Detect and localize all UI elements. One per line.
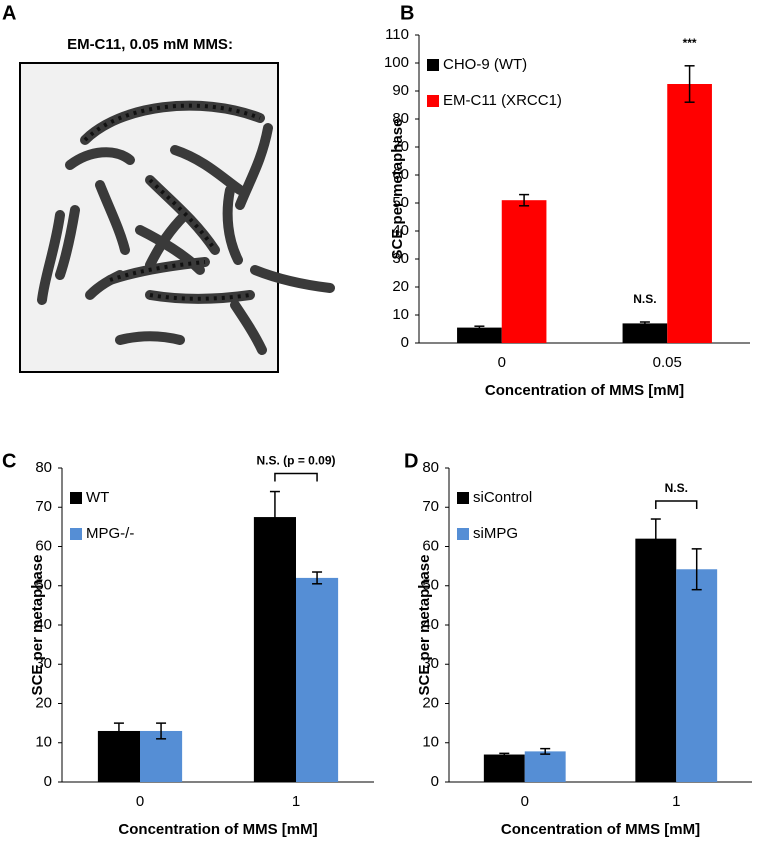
x-axis-title: Concentration of MMS [mM] (485, 382, 684, 399)
y-tick-label: 80 (35, 459, 52, 476)
y-tick-label: 70 (35, 498, 52, 515)
y-tick-label: 50 (35, 577, 52, 594)
y-tick-label: 80 (392, 110, 409, 127)
y-tick-label: 40 (35, 616, 52, 633)
y-tick-label: 10 (35, 734, 52, 751)
legend-label: EM-C11 (XRCC1) (443, 92, 562, 109)
y-tick-label: 50 (422, 577, 439, 594)
y-tick-label: 100 (384, 54, 409, 71)
bar (457, 327, 502, 343)
y-tick-label: 60 (422, 537, 439, 554)
bar (501, 200, 547, 343)
bar (483, 754, 525, 782)
y-tick-label: 50 (392, 194, 409, 211)
y-tick-label: 40 (422, 616, 439, 633)
y-tick-label: 40 (392, 222, 409, 239)
y-tick-label: 90 (392, 82, 409, 99)
annotation: N.S. (633, 292, 656, 306)
x-tick-label: 1 (292, 793, 300, 810)
y-tick-label: 20 (422, 694, 439, 711)
legend-swatch (427, 59, 439, 71)
annotation: N.S. (665, 481, 688, 495)
error-bar (113, 722, 124, 740)
error-bar (499, 752, 510, 757)
y-tick-label: 60 (35, 537, 52, 554)
y-tick-label: 20 (392, 278, 409, 295)
x-axis-title: Concentration of MMS [mM] (118, 821, 317, 838)
y-axis-title: SCE per metaphase (416, 555, 433, 696)
y-tick-label: 30 (392, 250, 409, 267)
legend-label: MPG-/- (86, 525, 134, 542)
y-tick-label: 0 (431, 773, 439, 790)
annotation: *** (683, 36, 697, 50)
bar (676, 569, 718, 782)
error-bar (312, 571, 323, 585)
bar (667, 84, 712, 343)
error-bar (691, 548, 702, 591)
error-bar (519, 193, 530, 207)
bar (524, 751, 566, 782)
x-tick-label: 0 (521, 793, 529, 810)
y-tick-label: 0 (44, 773, 52, 790)
legend-swatch (70, 528, 82, 540)
x-tick-label: 0 (498, 354, 506, 371)
annotation: N.S. (p = 0.09) (256, 454, 335, 468)
panel-letter: D (404, 450, 418, 472)
y-axis-title: SCE per metaphase (389, 119, 406, 260)
micrograph (19, 62, 335, 373)
bar (296, 577, 339, 782)
y-tick-label: 70 (392, 138, 409, 155)
legend-label: siControl (473, 489, 532, 506)
bar (622, 323, 668, 343)
y-tick-label: 80 (422, 459, 439, 476)
legend-swatch (457, 528, 469, 540)
bar (253, 517, 296, 782)
bracket (274, 472, 318, 482)
bar (635, 538, 677, 782)
error-bar (639, 321, 650, 326)
panel-letter: A (2, 2, 16, 24)
error-bar (156, 722, 167, 740)
x-tick-label: 0 (136, 793, 144, 810)
y-tick-label: 30 (35, 655, 52, 672)
error-bar (650, 518, 661, 560)
legend-label: siMPG (473, 525, 518, 542)
error-bar (269, 490, 280, 544)
panel-letter: C (2, 450, 16, 472)
y-tick-label: 70 (422, 498, 439, 515)
x-tick-label: 0.05 (653, 354, 682, 371)
legend-swatch (70, 492, 82, 504)
y-tick-label: 110 (385, 26, 409, 43)
y-tick-label: 0 (401, 334, 409, 351)
y-tick-label: 60 (392, 166, 409, 183)
legend-swatch (457, 492, 469, 504)
error-bar (684, 65, 695, 103)
legend-label: WT (86, 489, 109, 506)
x-tick-label: 1 (672, 793, 680, 810)
bracket (655, 500, 698, 510)
y-tick-label: 30 (422, 655, 439, 672)
error-bar (540, 747, 551, 755)
legend-label: CHO-9 (WT) (443, 56, 527, 73)
y-axis-title: SCE per metaphase (29, 555, 46, 696)
panel-title: EM-C11, 0.05 mM MMS: (67, 36, 233, 53)
x-axis-title: Concentration of MMS [mM] (501, 821, 700, 838)
y-tick-label: 20 (35, 694, 52, 711)
y-tick-label: 10 (422, 734, 439, 751)
legend-swatch (427, 95, 439, 107)
error-bar (474, 325, 485, 330)
y-tick-label: 10 (392, 306, 409, 323)
panel-letter: B (400, 2, 414, 24)
